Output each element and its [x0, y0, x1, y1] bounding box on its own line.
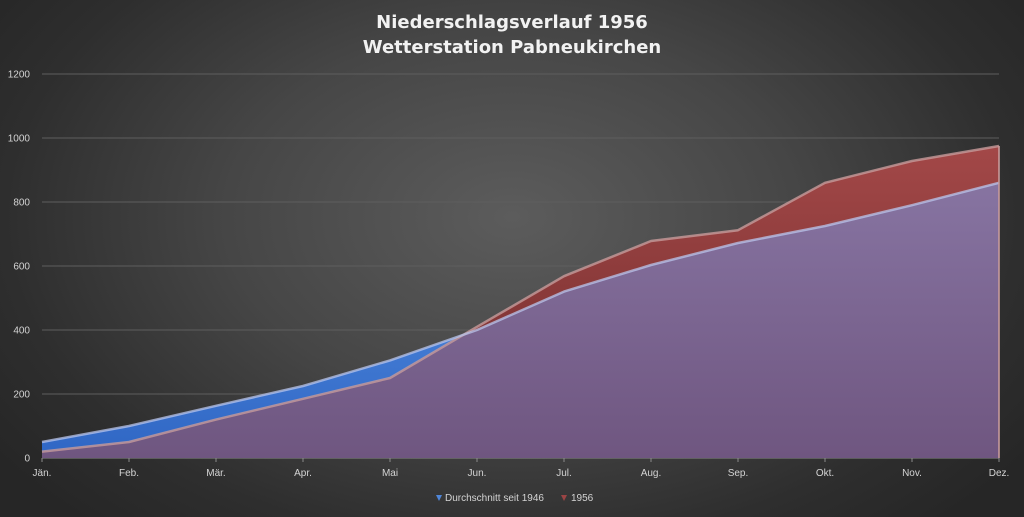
x-tick-label: Mai: [382, 468, 398, 479]
legend-swatch-durchschnitt: [436, 495, 442, 501]
y-tick-label: 1000: [8, 134, 31, 145]
x-tick-label: Mär.: [206, 468, 225, 479]
y-tick-label: 0: [24, 454, 30, 465]
x-tick-label: Dez.: [989, 468, 1010, 479]
y-tick-label: 200: [13, 390, 30, 401]
plot-areas: [41, 144, 1000, 459]
x-tick-label: Nov.: [902, 468, 922, 479]
x-tick-label: Jun.: [468, 468, 487, 479]
legend: Durchschnitt seit 1946 1956: [436, 493, 594, 504]
legend-item-1956[interactable]: 1956: [561, 493, 594, 504]
chart-subtitle: Wetterstation Pabneukirchen: [363, 37, 662, 58]
x-tick-label: Aug.: [641, 468, 662, 479]
series-line-durchschnitt: [41, 181, 1000, 444]
y-tick-label: 1200: [8, 70, 31, 81]
legend-label-durchschnitt: Durchschnitt seit 1946: [445, 493, 544, 504]
x-tick-label: Jän.: [33, 468, 52, 479]
x-tick-label: Sep.: [728, 468, 749, 479]
legend-swatch-1956: [561, 495, 567, 501]
legend-item-durchschnitt[interactable]: Durchschnitt seit 1946: [436, 493, 544, 504]
chart-title: Niederschlagsverlauf 1956: [376, 12, 648, 33]
legend-label-1956: 1956: [571, 493, 594, 504]
x-tick-label: Apr.: [294, 468, 312, 479]
x-axis-ticks: Jän. Feb. Mär. Apr. Mai Jun. Jul. Aug. Sep. Okt. N…: [33, 468, 1010, 479]
x-tick-label: Okt.: [816, 468, 834, 479]
x-tick-label: Feb.: [119, 468, 139, 479]
y-axis-ticks: 0 200 400 600 800 1000 1200: [8, 70, 31, 465]
y-tick-label: 400: [13, 326, 30, 337]
series-line-1956: [41, 144, 1000, 453]
x-tick-label: Jul.: [556, 468, 572, 479]
y-tick-label: 600: [13, 262, 30, 273]
y-tick-label: 800: [13, 198, 30, 209]
